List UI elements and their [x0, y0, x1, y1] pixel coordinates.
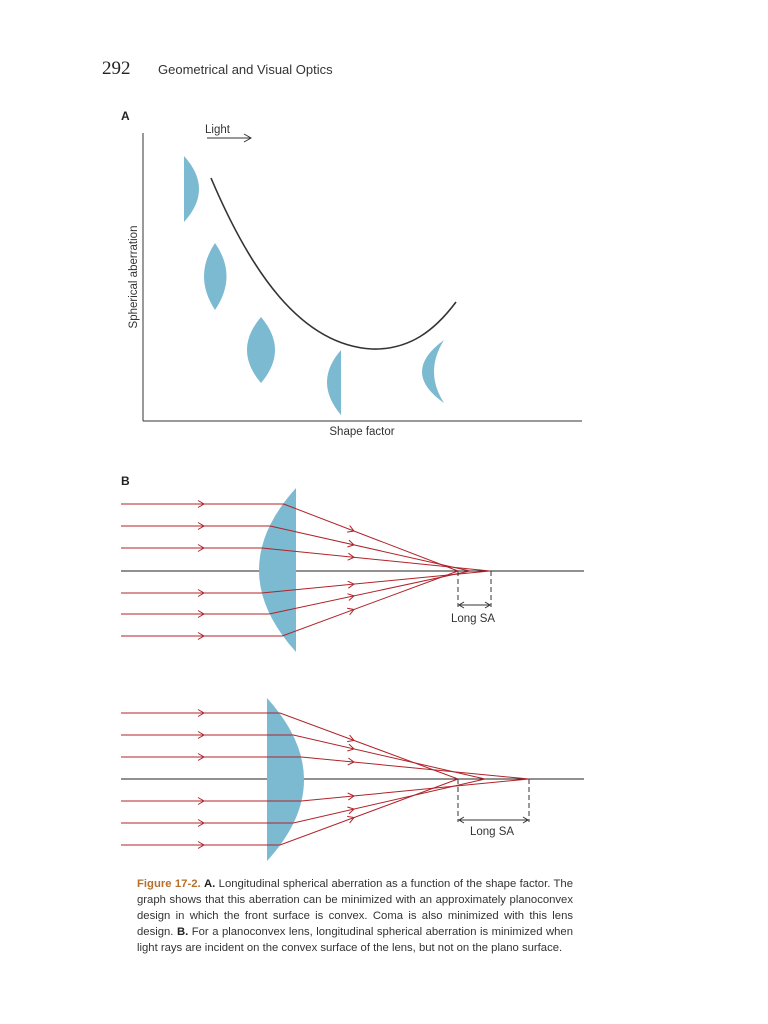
planoconvex-lens-flat-first — [259, 488, 296, 652]
ray-arrow-icon — [347, 593, 355, 601]
panel-b-label: B — [121, 474, 130, 488]
ray-arrow-icon — [197, 589, 205, 597]
ray-arrow-icon — [347, 525, 355, 533]
ray-arrow-icon — [197, 522, 205, 530]
ray-arrow-icon — [197, 797, 205, 805]
figure-number: Figure 17-2. — [137, 878, 201, 890]
lens-shape-5 — [422, 340, 444, 403]
running-title: Geometrical and Visual Optics — [158, 62, 333, 77]
ray-arrow-icon — [197, 632, 205, 640]
ray-arrow-icon — [347, 757, 355, 766]
ray-arrow-icon — [347, 734, 355, 743]
ray-arrow-icon — [347, 815, 355, 824]
light-ray — [121, 525, 471, 572]
ray-arrow-icon — [197, 709, 205, 717]
long-sa-label-bottom: Long SA — [470, 826, 514, 838]
ray-arrow-icon — [197, 500, 205, 508]
ray-arrow-icon — [197, 544, 205, 552]
y-axis-label: Spherical aberration — [128, 226, 140, 329]
light-ray — [121, 712, 459, 780]
light-ray — [121, 756, 530, 780]
ray-arrow-icon — [197, 841, 205, 849]
lens-shape-1 — [184, 156, 199, 222]
long-sa-label-top: Long SA — [451, 613, 495, 625]
ray-arrow-icon — [347, 806, 355, 815]
ray-arrow-icon — [347, 607, 355, 616]
ray-arrow-icon — [347, 792, 355, 801]
light-ray — [121, 778, 486, 824]
light-arrow-icon — [207, 133, 253, 143]
ray-arrow-icon — [347, 552, 355, 561]
lens-shape-3 — [247, 317, 275, 383]
light-ray — [121, 570, 459, 637]
rays-top — [121, 500, 491, 640]
ray-arrow-icon — [197, 753, 205, 761]
light-ray — [121, 734, 486, 780]
planoconvex-lens-convex-first — [267, 698, 304, 861]
rays-bottom — [121, 709, 530, 849]
light-ray — [121, 778, 459, 846]
ray-arrow-icon — [347, 539, 355, 548]
light-ray — [121, 778, 530, 802]
long-sa-marker-bottom — [457, 779, 530, 824]
lens-shape-2 — [204, 243, 227, 310]
page-number: 292 — [102, 58, 131, 79]
long-sa-marker-top — [457, 571, 492, 609]
caption-a-label: A. — [204, 878, 216, 890]
ray-arrow-icon — [197, 819, 205, 827]
x-axis-label: Shape factor — [329, 426, 394, 438]
lens-shape-4 — [327, 350, 341, 415]
panel-a-label: A — [121, 109, 130, 123]
light-ray — [121, 547, 491, 572]
light-label: Light — [205, 124, 231, 136]
figure-caption: Figure 17-2. A. Longitudinal spherical a… — [137, 876, 573, 956]
light-ray — [121, 503, 459, 572]
ray-arrow-icon — [197, 731, 205, 739]
ray-arrow-icon — [347, 743, 355, 752]
aberration-curve — [210, 177, 457, 350]
light-ray — [121, 570, 491, 594]
caption-b-text: For a planoconvex lens, longitudinal sph… — [137, 926, 573, 954]
ray-arrow-icon — [347, 580, 355, 589]
caption-b-label: B. — [176, 926, 189, 938]
caption-a-text: Longitudinal spherical aberration as a f… — [137, 878, 573, 938]
light-ray — [121, 570, 471, 615]
ray-arrow-icon — [197, 610, 205, 618]
